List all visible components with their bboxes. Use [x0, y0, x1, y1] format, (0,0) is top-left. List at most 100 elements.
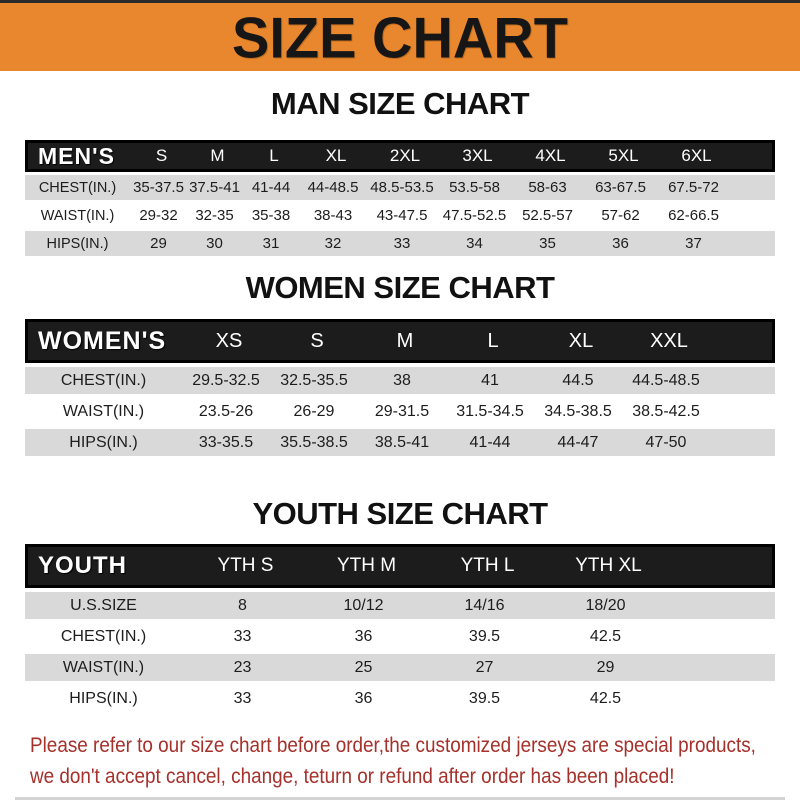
size-cell: 25 — [354, 658, 373, 676]
size-cell: 44.5-48.5 — [632, 371, 700, 389]
size-cell: 23.5-26 — [198, 402, 254, 420]
size-cell: 52.5-57 — [522, 207, 573, 224]
disclaimer-line-2: we don't accept cancel, change, teturn o… — [30, 765, 675, 788]
table-row: CHEST(IN.) 35-37.5 37.5-41 41-44 44-48.5 48.5… — [25, 175, 775, 200]
size-cell: 44-47 — [557, 433, 599, 451]
size-cell: 58-63 — [528, 179, 567, 196]
size-cell: 34 — [466, 235, 483, 252]
row-label: CHEST(IN.) — [38, 179, 117, 196]
size-cell: 36 — [354, 627, 373, 645]
table-header-label: WOMEN'S — [38, 326, 167, 355]
table-row: HIPS(IN.) 33-35.5 35.5-38.5 38.5-41 41-44 44-… — [25, 429, 775, 456]
size-cell: 27 — [475, 658, 494, 676]
size-cell: 26-29 — [293, 402, 335, 420]
size-column-header: YTH L — [460, 555, 515, 576]
size-column-header: S — [310, 329, 324, 352]
row-label: HIPS(IN.) — [46, 235, 109, 252]
page-title: SIZE CHART — [232, 4, 568, 70]
order-disclaimer: Please refer to our size chart before or… — [30, 730, 756, 792]
size-cell: 48.5-53.5 — [370, 179, 434, 196]
youth-size-table: YOUTH YTH S YTH M YTH L YTH XL U.S.SIZE 8 10/12… — [25, 544, 775, 712]
size-cell: 63-67.5 — [595, 179, 646, 196]
size-cell: 41 — [481, 371, 499, 389]
size-cell: 32-35 — [195, 207, 234, 224]
size-cell: 29.5-32.5 — [192, 371, 260, 389]
size-cell: 29-32 — [139, 207, 178, 224]
size-cell: 38.5-42.5 — [632, 402, 700, 420]
size-cell: 18/20 — [585, 596, 626, 614]
size-cell: 8 — [238, 596, 247, 614]
size-cell: 47.5-52.5 — [442, 207, 507, 224]
size-column-header: XXL — [650, 329, 688, 352]
size-cell: 35-37.5 — [133, 179, 184, 196]
size-cell: 39.5 — [468, 627, 501, 645]
size-cell: 32 — [324, 235, 342, 252]
table-header-bar: WOMEN'S XS S M L XL XXL — [25, 319, 775, 363]
size-cell: 32.5-35.5 — [280, 371, 348, 389]
size-column-header: YTH XL — [575, 555, 642, 576]
size-column-header: 3XL — [462, 146, 493, 165]
size-cell: 36 — [354, 689, 373, 707]
size-cell: 37 — [685, 235, 702, 252]
size-cell: 29-31.5 — [374, 402, 430, 420]
size-cell: 33 — [233, 627, 252, 645]
size-cell: 35.5-38.5 — [280, 433, 348, 451]
size-cell: 30 — [206, 235, 223, 252]
section-heading-women: WOMEN SIZE CHART — [245, 270, 555, 305]
row-label: CHEST(IN.) — [60, 371, 147, 389]
size-cell: 31.5-34.5 — [456, 402, 524, 420]
table-header-bar: MEN'S S M L XL 2XL 3XL 4XL 5XL 6XL — [25, 140, 775, 172]
size-cell: 42.5 — [589, 689, 622, 707]
row-label: HIPS(IN.) — [69, 689, 138, 707]
size-cell: 53.5-58 — [449, 179, 500, 196]
women-size-table: WOMEN'S XS S M L XL XXL CHEST(IN.) 29.5-32.5 32.5… — [25, 319, 775, 456]
size-cell: 14/16 — [464, 596, 505, 614]
size-cell: 36 — [612, 235, 629, 252]
size-cell: 29 — [596, 658, 615, 676]
table-row: WAIST(IN.) 29-32 32-35 35-38 38-43 43-47.5 47.… — [25, 203, 775, 228]
size-cell: 44.5 — [562, 371, 594, 389]
size-cell: 33 — [233, 689, 252, 707]
size-column-header: L — [269, 146, 279, 165]
row-label: CHEST(IN.) — [60, 627, 147, 645]
table-row: HIPS(IN.) 33 36 39.5 42.5 — [25, 685, 775, 712]
size-cell: 47-50 — [645, 433, 687, 451]
size-column-header: S — [155, 146, 168, 165]
size-cell: 29 — [150, 235, 167, 252]
size-column-header: YTH M — [336, 555, 397, 576]
size-cell: 38 — [393, 371, 411, 389]
size-cell: 43-47.5 — [376, 207, 428, 224]
table-header-bar: YOUTH YTH S YTH M YTH L YTH XL — [25, 544, 775, 588]
row-label: WAIST(IN.) — [62, 402, 145, 420]
row-label: U.S.SIZE — [70, 596, 137, 614]
men-size-table: MEN'S S M L XL 2XL 3XL 4XL 5XL 6XL CHEST(IN.) 35-37… — [25, 140, 775, 256]
size-column-header: M — [210, 146, 225, 165]
size-cell: 33-35.5 — [198, 433, 254, 451]
size-cell: 23 — [233, 658, 252, 676]
table-header-label: YOUTH — [38, 552, 127, 579]
size-column-header: XL — [568, 329, 594, 352]
row-label: HIPS(IN.) — [69, 433, 138, 451]
table-row: CHEST(IN.) 33 36 39.5 42.5 — [25, 623, 775, 650]
size-column-header: XL — [325, 146, 347, 165]
size-cell: 33 — [393, 235, 411, 252]
disclaimer-line-1: Please refer to our size chart before or… — [30, 734, 756, 757]
size-column-header: 2XL — [389, 146, 421, 165]
size-cell: 41-44 — [469, 433, 511, 451]
size-cell: 38-43 — [313, 207, 353, 224]
size-cell: 35-38 — [251, 207, 291, 224]
table-row: CHEST(IN.) 29.5-32.5 32.5-35.5 38 41 44.5 44.5… — [25, 367, 775, 394]
size-column-header: 5XL — [608, 146, 639, 165]
size-cell: 10/12 — [343, 596, 384, 614]
section-heading-youth: YOUTH SIZE CHART — [252, 496, 548, 531]
table-header-label: MEN'S — [38, 142, 115, 169]
table-row: WAIST(IN.) 23.5-26 26-29 29-31.5 31.5-34.5 34… — [25, 398, 775, 425]
size-cell: 34.5-38.5 — [544, 402, 612, 420]
section-heading-man: MAN SIZE CHART — [270, 86, 530, 121]
size-column-header: 4XL — [535, 146, 566, 165]
size-cell: 39.5 — [468, 689, 501, 707]
size-cell: 31 — [262, 235, 280, 252]
size-cell: 41-44 — [251, 179, 291, 196]
table-row: WAIST(IN.) 23 25 27 29 — [25, 654, 775, 681]
